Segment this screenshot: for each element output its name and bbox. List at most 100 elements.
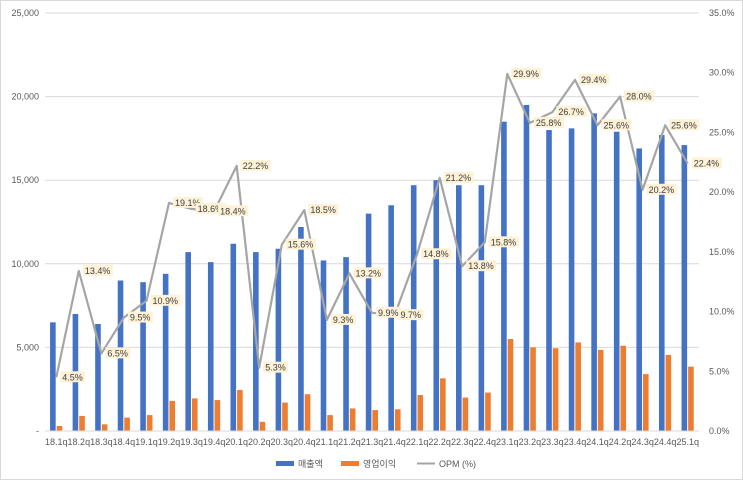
bar-revenue — [320, 260, 327, 431]
bar-revenue — [456, 185, 462, 431]
bar-operating-profit — [440, 378, 446, 431]
opm-label-box — [263, 361, 289, 373]
bar-revenue — [162, 273, 169, 431]
x-tick-label: 21.2q — [338, 437, 361, 447]
opm-data-label: 22.2% — [243, 161, 269, 171]
bar-revenue — [636, 148, 643, 431]
opm-data-label: 9.3% — [333, 315, 354, 325]
opm-data-label: 18.6% — [198, 204, 224, 214]
opm-label-box — [285, 238, 316, 250]
y2-tick-label: 30.0% — [709, 68, 735, 78]
bar-operating-profit — [79, 415, 85, 431]
x-tick-label: 22.2q — [428, 437, 451, 447]
opm-label-box — [240, 159, 271, 171]
opm-label-box — [669, 119, 700, 131]
x-tick-label: 25.1q — [676, 437, 699, 447]
x-tick-label: 22.1q — [406, 437, 429, 447]
opm-label-box — [488, 236, 519, 248]
opm-line-path — [55, 72, 689, 378]
opm-data-label: 29.9% — [513, 69, 539, 79]
opm-data-label: 25.6% — [671, 120, 697, 130]
opm-line — [55, 72, 689, 378]
bar-operating-profit — [417, 395, 424, 431]
bar-operating-profit — [237, 390, 243, 431]
x-tick-label: 20.4q — [293, 437, 316, 447]
opm-label-box — [353, 267, 384, 279]
opm-label-box — [330, 313, 356, 325]
bar-operating-profit — [620, 345, 627, 431]
opm-data-label: 10.9% — [152, 296, 178, 306]
opm-label-box — [127, 311, 153, 323]
x-tick-label: 21.1q — [316, 437, 339, 447]
opm-data-label: 20.2% — [649, 185, 675, 195]
opm-label-box — [308, 204, 339, 216]
bar-operating-profit — [146, 415, 153, 431]
x-tick-label: 23.3q — [541, 437, 564, 447]
opm-label-box — [173, 196, 204, 208]
x-tick-label: 22.4q — [473, 437, 496, 447]
opm-data-label: 18.4% — [220, 206, 246, 216]
opm-label-box — [195, 202, 226, 214]
bar-operating-profit — [372, 410, 378, 431]
x-tick-label: 19.3q — [180, 437, 203, 447]
bar-operating-profit — [643, 374, 649, 431]
opm-data-label: 6.5% — [107, 348, 128, 358]
bar-revenue — [140, 282, 146, 431]
x-tick-label: 18.4q — [113, 437, 136, 447]
opm-label-box — [398, 309, 424, 321]
y-axis-right: 0.0% 5.0% 10.0% 15.0% 20.0% 25.0% 30.0% 35.0% — [709, 8, 735, 436]
bar-operating-profit — [530, 347, 536, 431]
opm-data-label: 13.4% — [85, 266, 111, 276]
bar-operating-profit — [169, 400, 176, 431]
y2-tick-label: 5.0% — [709, 366, 730, 376]
opm-label-box — [60, 371, 86, 383]
opm-data-label: 25.8% — [536, 118, 562, 128]
opm-label-box — [624, 90, 655, 102]
x-tick-label: 24.2q — [609, 437, 632, 447]
bars — [50, 104, 694, 432]
y2-tick-label: 15.0% — [709, 247, 735, 257]
bar-operating-profit — [665, 354, 672, 431]
bar-operating-profit — [304, 394, 311, 431]
opm-data-label: 29.4% — [581, 75, 607, 85]
opm-data-label: 9.7% — [401, 310, 422, 320]
opm-data-label: 13.2% — [355, 268, 381, 278]
bar-revenue — [433, 180, 440, 431]
x-tick-label: 18.1q — [45, 437, 68, 447]
opm-label-box — [443, 171, 474, 183]
x-tick-label: 24.4q — [654, 437, 677, 447]
opm-data-label: 25.6% — [604, 120, 630, 130]
opm-data-label: 19.1% — [175, 198, 201, 208]
bar-operating-profit — [191, 398, 198, 431]
x-tick-label: 23.4q — [564, 437, 587, 447]
bar-revenue — [501, 121, 507, 432]
x-tick-label: 24.1q — [586, 437, 609, 447]
bar-operating-profit — [462, 397, 469, 431]
opm-data-label: 5.3% — [265, 363, 286, 373]
opm-label-box — [646, 183, 677, 195]
bar-operating-profit — [552, 348, 559, 431]
y2-tick-label: 10.0% — [709, 307, 735, 317]
opm-label-box — [105, 347, 131, 359]
x-tick-label: 24.3q — [631, 437, 654, 447]
bar-revenue — [185, 252, 191, 431]
opm-data-label: 28.0% — [626, 92, 652, 102]
y2-tick-label: 0.0% — [709, 426, 730, 436]
x-tick-label: 23.1q — [496, 437, 519, 447]
opm-data-label: 4.5% — [62, 372, 83, 382]
y2-tick-label: 20.0% — [709, 187, 735, 197]
y-tick-label: 25,000 — [11, 8, 39, 18]
opm-data-label: 21.2% — [446, 173, 472, 183]
legend-swatch-operating-profit — [341, 461, 359, 466]
y-tick-label: - — [36, 426, 39, 436]
opm-data-label: 9.5% — [130, 313, 151, 323]
bar-revenue — [207, 262, 214, 431]
bar-revenue — [298, 227, 304, 431]
x-tick-label: 18.3q — [90, 437, 113, 447]
x-tick-label: 23.2q — [519, 437, 542, 447]
y-axis-left: - 5,000 10,000 15,000 20,000 25,000 — [11, 8, 39, 436]
opm-label-box — [82, 264, 113, 276]
x-tick-label: 19.4q — [203, 437, 226, 447]
y-tick-label: 15,000 — [11, 175, 39, 185]
bar-revenue — [478, 185, 485, 431]
